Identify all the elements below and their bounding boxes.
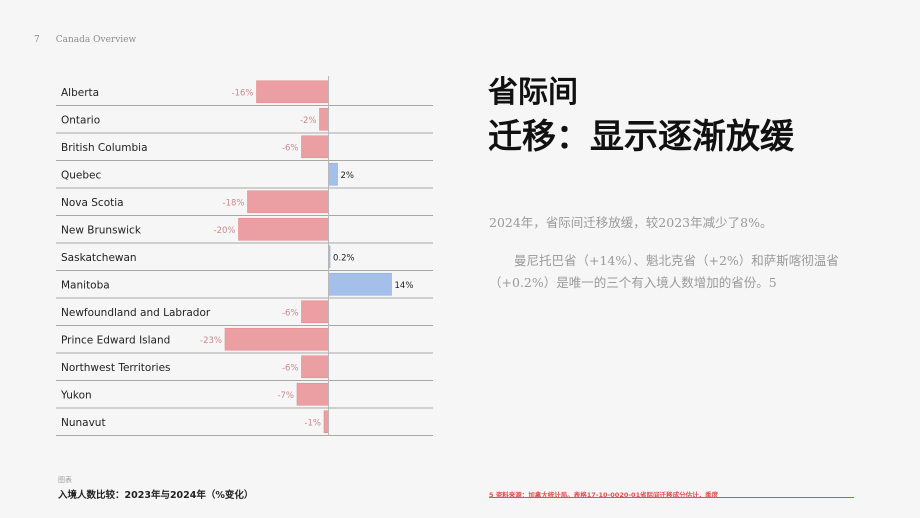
bar	[328, 272, 392, 296]
bar	[301, 355, 329, 379]
value-label: 0.2%	[333, 253, 355, 263]
page-title-line1: 省际间	[488, 75, 578, 110]
title-block: 省际间 迁移：显示逐渐放缓	[488, 74, 794, 160]
value-label: 14%	[395, 281, 414, 291]
category-label: Prince Edward Island	[61, 334, 170, 346]
value-label: -20%	[214, 226, 236, 236]
caption-label: 图表	[58, 476, 72, 484]
bar	[247, 190, 329, 214]
category-label: Alberta	[61, 87, 99, 99]
value-label: -2%	[300, 116, 317, 126]
caption-text: 入境人数比较：2023年与2024年（%变化）	[58, 490, 254, 501]
bar	[296, 382, 329, 406]
value-label: -1%	[304, 418, 321, 428]
section-title: Canada Overview	[55, 35, 137, 45]
category-label: New Brunswick	[61, 224, 142, 236]
value-label: -6%	[282, 308, 299, 318]
bar	[319, 107, 329, 131]
bar	[323, 410, 329, 434]
value-label: -16%	[232, 88, 254, 98]
page-header: 7 Canada Overview	[34, 35, 136, 45]
value-label: -7%	[277, 391, 294, 401]
category-label: Manitoba	[61, 279, 110, 291]
value-label: -23%	[200, 336, 222, 346]
bar	[256, 80, 329, 104]
bar-chart: Alberta -16% Ontario -2% British Columbia -6%…	[56, 76, 433, 436]
value-label: -6%	[282, 363, 299, 373]
category-label: Yukon	[60, 389, 92, 401]
category-label: Quebec	[61, 169, 102, 181]
category-label: Saskatchewan	[61, 252, 137, 264]
bar	[224, 327, 329, 351]
category-label: British Columbia	[61, 142, 148, 154]
value-label: 2%	[341, 171, 355, 181]
value-label: -6%	[282, 143, 299, 153]
source-underline	[489, 497, 854, 498]
bar	[301, 135, 329, 159]
category-label: Nova Scotia	[61, 197, 124, 209]
summary-text: 2024年，省际间迁移放缓，较2023年减少了8%。	[489, 215, 773, 230]
bar	[301, 300, 329, 324]
value-label: -18%	[223, 198, 245, 208]
bar	[238, 217, 329, 241]
detail-text: 曼尼托巴省（+14%）、魁北克省（+2%）和萨斯喀彻温省（+0.2%）是唯一的三…	[489, 253, 839, 290]
category-label: Newfoundland and Labrador	[61, 307, 211, 319]
category-label: Northwest Territories	[61, 362, 171, 374]
bar	[328, 162, 338, 186]
category-label: Nunavut	[61, 417, 106, 429]
page-title-line2: 迁移：显示逐渐放缓	[488, 117, 794, 157]
category-label: Ontario	[61, 114, 100, 126]
page-number: 7	[34, 35, 40, 45]
source-note: 5 资料来源：加拿大统计局。表格17-10-0020-01省际间迁移成分估计，季…	[489, 491, 719, 499]
